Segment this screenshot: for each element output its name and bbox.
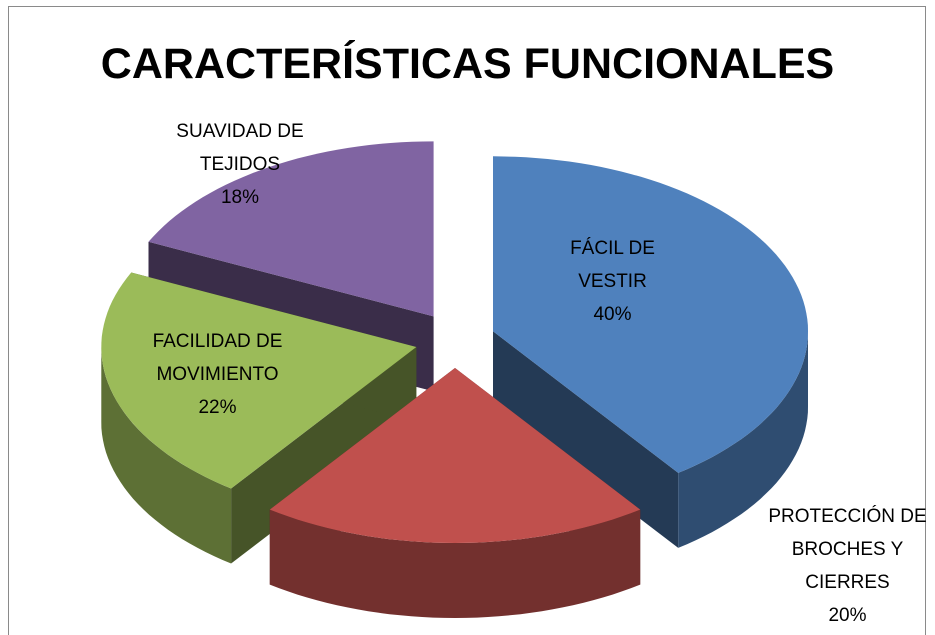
slice-top: [269, 368, 641, 543]
slice-label: SUAVIDAD DE TEJIDOS 18%: [150, 115, 330, 214]
category-label: FÁCIL DE VESTIR: [570, 238, 655, 292]
chart-frame: [8, 6, 926, 635]
slice-side: [678, 331, 808, 548]
slice-side: [269, 509, 641, 618]
slice-wall: [493, 331, 679, 548]
slice-side: [101, 347, 232, 564]
chart-title: CARACTERÍSTICAS FUNCIONALES: [100, 40, 835, 88]
category-label: SUAVIDAD DE TEJIDOS: [176, 121, 304, 175]
category-label: FACILIDAD DE MOVIMIENTO: [152, 331, 283, 385]
slice-top: [101, 272, 417, 489]
slice-label: PROTECCIÓN DE BROCHES Y CIERRES 20%: [760, 500, 935, 632]
slice-top: [148, 141, 434, 317]
pie-slice: [493, 156, 808, 548]
percent-label: 18%: [220, 187, 260, 208]
slice-top: [493, 156, 808, 473]
percent-label: 22%: [198, 397, 237, 418]
slice-label: FACILIDAD DE MOVIMIENTO 22%: [125, 325, 310, 424]
percent-label: 40%: [593, 304, 632, 325]
category-label: PROTECCIÓN DE BROCHES Y CIERRES: [768, 506, 927, 593]
slice-label: FÁCIL DE VESTIR 40%: [545, 232, 680, 331]
pie-slice: [269, 368, 641, 618]
percent-label: 20%: [828, 605, 867, 626]
